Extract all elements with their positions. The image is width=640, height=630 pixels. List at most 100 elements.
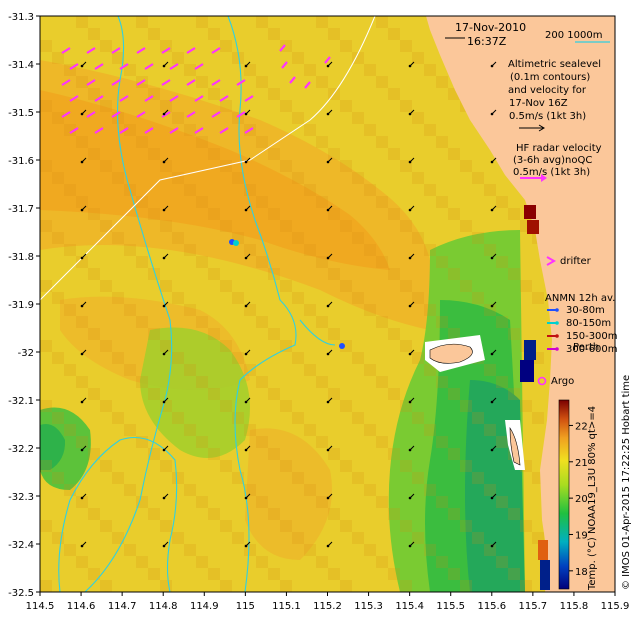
radar-arrow (236, 111, 246, 118)
colorbar-title: Temp. (°C) NOAA19_L3U 80% qt>=4 (587, 406, 598, 591)
anmn-legend: ANMN 12h av. 30-80m 80-150m 150-300m 300-60… (545, 293, 618, 355)
altimetry-legend: Altimetric sealevel (0.1m contours) and … (508, 59, 601, 132)
radar-arrow (161, 111, 171, 118)
anmn-item-label: 80-150m (566, 318, 611, 329)
radar-arrow (169, 63, 179, 70)
y-tick-label: -31.3 (8, 12, 34, 23)
radar-arrow (244, 127, 254, 134)
radar-arrow (324, 56, 331, 64)
radar-arrow (111, 79, 121, 86)
colorbar-ticks: 22 21 20 19 18 (569, 421, 588, 578)
radar-arrow (119, 63, 129, 70)
x-tick-label: 114.7 (108, 601, 137, 612)
map-date: 17-Nov-2010 (455, 21, 526, 34)
radar-arrow (279, 44, 286, 52)
y-tick-label: -31.5 (8, 108, 34, 119)
x-tick-label: 115.1 (272, 601, 301, 612)
city-label: Perth (573, 342, 599, 353)
y-tick-label: -32.4 (8, 540, 34, 551)
radar-arrow (119, 95, 129, 102)
y-tick-label: -32.2 (8, 444, 34, 455)
x-tick-label: 115.4 (395, 601, 424, 612)
x-tick-label: 115.2 (313, 601, 342, 612)
radar-arrow (61, 111, 71, 118)
colorbar-tick-label: 19 (575, 530, 588, 541)
y-tick-label: -32 (18, 348, 34, 359)
radar-arrow (169, 127, 179, 134)
radar-arrow (211, 111, 221, 118)
anmn-item-label: 150-300m (566, 331, 618, 342)
radar-arrow (111, 47, 121, 54)
radar-arrow (136, 111, 146, 118)
altimetry-line-1: Altimetric sealevel (508, 59, 601, 70)
radar-arrow (144, 95, 154, 102)
y-tick-label: -31.7 (8, 204, 34, 215)
scale-bar-label: 200 1000m (545, 30, 602, 41)
altimetry-line-3: and velocity for (508, 85, 587, 96)
radar-arrow (86, 47, 96, 54)
radar-arrow (194, 95, 204, 102)
y-tick-label: -31.4 (8, 60, 34, 71)
anmn-item-label: 300-600m (566, 344, 618, 355)
radar-arrow (119, 127, 129, 134)
hf-radar-arrows (61, 44, 331, 134)
x-tick-label: 115.8 (560, 601, 589, 612)
x-tick-label: 114.5 (26, 601, 55, 612)
coastal-pixels (520, 205, 550, 590)
radar-arrow (186, 47, 196, 54)
radar-arrow (94, 95, 104, 102)
x-tick-label: 115.9 (601, 601, 630, 612)
x-axis: 114.5 114.6 114.7 114.8 114.9 115 115.1 115.2 11… (26, 592, 630, 612)
radar-arrow (194, 63, 204, 70)
x-tick-label: 115 (236, 601, 255, 612)
altimetry-line-4: 17-Nov 16Z (509, 98, 568, 109)
radar-arrow (86, 111, 96, 118)
anmn-title: ANMN 12h av. (545, 293, 615, 304)
y-tick-label: -31.9 (8, 300, 34, 311)
radar-arrow (69, 63, 79, 70)
y-tick-label: -32.5 (8, 588, 34, 599)
colorbar-tick-label: 18 (575, 567, 588, 578)
radar-arrow (244, 95, 254, 102)
altimetry-line-5: 0.5m/s (1kt 3h) (509, 111, 586, 122)
x-tick-label: 114.9 (190, 601, 219, 612)
colorbar (558, 399, 570, 590)
hf-radar-line-2: (3-6h avg)noQC (513, 155, 592, 166)
radar-arrow (186, 79, 196, 86)
drifter-label: drifter (560, 256, 592, 267)
argo-icon (537, 376, 547, 386)
isobath-contours (58, 15, 336, 593)
altimetry-line-2: (0.1m contours) (510, 72, 590, 83)
x-tick-label: 115.3 (354, 601, 383, 612)
y-axis: -31.3 -31.4 -31.5 -31.6 -31.7 -31.8 -31.9 -32 -3… (8, 12, 40, 599)
y-tick-label: -31.6 (8, 156, 34, 167)
x-tick-label: 114.6 (67, 601, 96, 612)
radar-arrow (144, 127, 154, 134)
radar-arrow (161, 79, 171, 86)
colorbar-tick-label: 21 (575, 458, 588, 469)
radar-arrow (86, 79, 96, 86)
y-tick-label: -32.3 (8, 492, 34, 503)
radar-arrow (194, 127, 204, 134)
colorbar-tick-label: 20 (575, 494, 588, 505)
y-tick-label: -31.8 (8, 252, 34, 263)
radar-arrow (219, 127, 229, 134)
radar-arrow (144, 63, 154, 70)
x-tick-label: 115.6 (477, 601, 506, 612)
radar-arrow (69, 127, 79, 134)
map-time: 16:37Z (467, 35, 507, 48)
radar-arrow (94, 63, 104, 70)
radar-arrow (111, 111, 121, 118)
radar-arrow (61, 47, 71, 54)
radar-arrow (281, 61, 288, 69)
hf-radar-legend: HF radar velocity (3-6h avg)noQC 0.5m/s … (513, 143, 602, 182)
credit-text: © IMOS 01-Apr-2015 17:22:25 Hobart time (621, 375, 632, 590)
x-tick-label: 115.5 (436, 601, 465, 612)
y-tick-label: -32.1 (8, 396, 34, 407)
hf-radar-line-3: 0.5m/s (1kt 3h) (513, 167, 590, 178)
drifter-icon (546, 256, 557, 266)
radar-arrow (219, 95, 229, 102)
track-line (39, 15, 376, 301)
radar-arrow (236, 79, 246, 86)
